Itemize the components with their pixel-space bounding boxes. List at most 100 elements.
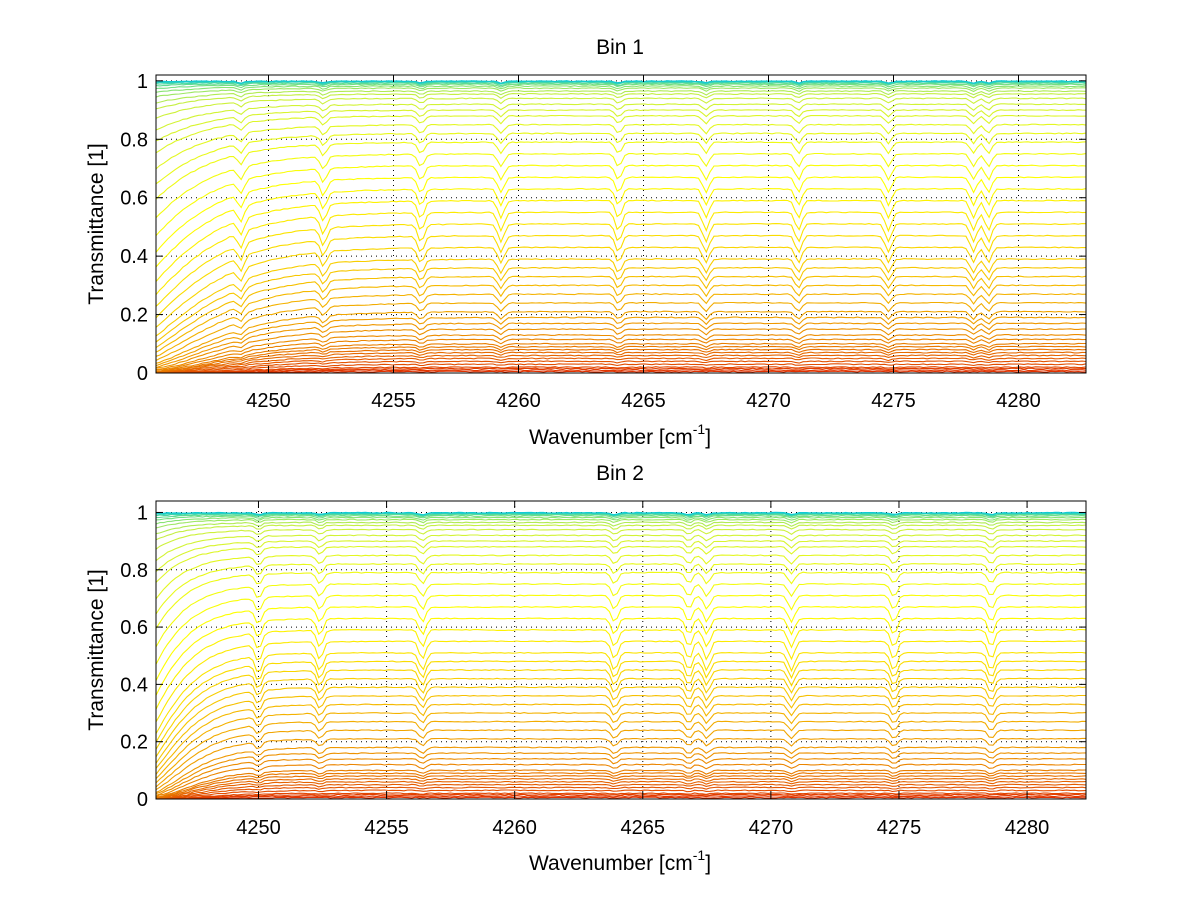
transmittance-series — [155, 640, 1087, 723]
transmittance-series — [155, 720, 1087, 784]
transmittance-series — [155, 571, 1087, 629]
transmittance-series — [155, 583, 1087, 648]
x-tick-label: 4275 — [871, 390, 916, 412]
transmittance-series — [156, 363, 1087, 373]
transmittance-series — [155, 334, 1087, 371]
axis-ticks — [156, 75, 1086, 374]
series-group — [155, 80, 1087, 373]
transmittance-series — [155, 763, 1086, 798]
transmittance-series — [155, 97, 1087, 119]
x-tick-label: 4280 — [996, 390, 1041, 412]
transmittance-series — [155, 293, 1087, 357]
transmittance-series — [155, 746, 1087, 794]
y-tick-label: 0.8 — [120, 560, 148, 582]
transmittance-series — [155, 80, 1087, 84]
y-tick-label: 0 — [137, 363, 148, 385]
transmittance-series — [155, 772, 1087, 798]
transmittance-series — [155, 660, 1087, 743]
transmittance-series — [155, 511, 1086, 516]
transmittance-series — [155, 211, 1087, 296]
y-tick-label: 0.2 — [120, 305, 148, 327]
transmittance-series — [156, 793, 1087, 799]
x-tick-label: 4250 — [236, 817, 281, 839]
transmittance-series — [155, 354, 1087, 373]
transmittance-series — [155, 534, 1087, 562]
transmittance-series — [155, 703, 1087, 775]
y-tick-label: 0 — [137, 789, 148, 811]
transmittance-series — [155, 686, 1087, 764]
axis-ticks — [156, 501, 1086, 800]
x-tick-label: 4250 — [246, 390, 291, 412]
transmittance-series — [155, 606, 1087, 681]
transmittance-series — [155, 518, 1087, 529]
transmittance-series — [155, 775, 1087, 799]
panel-bin-1: Bin 1 4250 4255 4260 4265 4270 4275 4280… — [85, 36, 1087, 449]
transmittance-series — [155, 187, 1087, 268]
transmittance-series — [156, 370, 1086, 373]
transmittance-series — [156, 369, 1087, 373]
x-tick-label: 4270 — [749, 817, 794, 839]
transmittance-series — [156, 367, 1087, 373]
x-tick-label: 4270 — [746, 390, 791, 412]
transmittance-series — [155, 737, 1086, 791]
transmittance-series — [155, 316, 1087, 367]
y-tick-label: 0.6 — [120, 617, 148, 639]
x-tick-label: 4265 — [621, 817, 666, 839]
y-tick-label: 1 — [137, 71, 148, 93]
transmittance-series — [155, 563, 1087, 615]
panel-title: Bin 2 — [596, 462, 644, 485]
x-axis-label-text: Wavenumber — [529, 852, 653, 875]
x-axis-label-bracket-close: ] — [705, 852, 711, 875]
transmittance-series — [155, 234, 1087, 319]
x-axis-label-bracket-open: [ — [653, 852, 665, 875]
transmittance-series — [155, 87, 1086, 98]
transmittance-series — [155, 677, 1087, 758]
x-axis-label-text: Wavenumber — [529, 426, 653, 449]
y-tick-label: 0.4 — [120, 246, 148, 268]
transmittance-series — [155, 360, 1087, 373]
transmittance-series — [155, 651, 1087, 734]
plot-frame — [155, 500, 1087, 800]
transmittance-series — [155, 258, 1087, 337]
transmittance-series — [155, 769, 1087, 798]
y-axis-label: Transmittance [1] — [85, 569, 108, 730]
transmittance-series — [155, 783, 1087, 799]
transmittance-series — [155, 528, 1087, 550]
transmittance-series — [155, 223, 1087, 307]
transmittance-series — [156, 796, 1087, 799]
transmittance-series — [155, 729, 1087, 788]
y-tick-label: 0.6 — [120, 188, 148, 210]
x-tick-label: 4260 — [492, 817, 537, 839]
transmittance-series — [155, 554, 1087, 600]
y-tick-label: 0.2 — [120, 732, 148, 754]
transmittance-series — [155, 83, 1087, 90]
transmittance-series — [155, 513, 1087, 519]
transmittance-series — [155, 521, 1087, 535]
x-axis-label: Wavenumber [cm-1] — [529, 847, 711, 875]
transmittance-series — [155, 752, 1087, 795]
transmittance-series — [155, 777, 1087, 799]
y-tick-label: 0.8 — [120, 129, 148, 151]
transmittance-series — [155, 694, 1086, 769]
panel-title: Bin 1 — [596, 36, 644, 59]
transmittance-series — [155, 123, 1087, 170]
transmittance-series — [155, 669, 1087, 750]
transmittance-series — [155, 85, 1087, 93]
transmittance-series — [155, 357, 1087, 373]
transmittance-series — [155, 176, 1086, 253]
x-tick-label: 4260 — [496, 390, 541, 412]
transmittance-series — [155, 338, 1087, 371]
x-tick-label: 4265 — [621, 390, 666, 412]
transmittance-series — [155, 540, 1087, 573]
transmittance-series — [155, 757, 1087, 796]
transmittance-series — [156, 792, 1087, 799]
x-axis-label-unit: cm — [665, 852, 693, 875]
transmittance-series — [155, 514, 1087, 521]
x-tick-label: 4255 — [364, 817, 409, 839]
transmittance-series — [155, 545, 1087, 583]
y-tick-label: 0.4 — [120, 674, 148, 696]
transmittance-series — [155, 780, 1087, 799]
transmittance-series — [155, 109, 1087, 142]
transmittance-series — [155, 141, 1087, 200]
